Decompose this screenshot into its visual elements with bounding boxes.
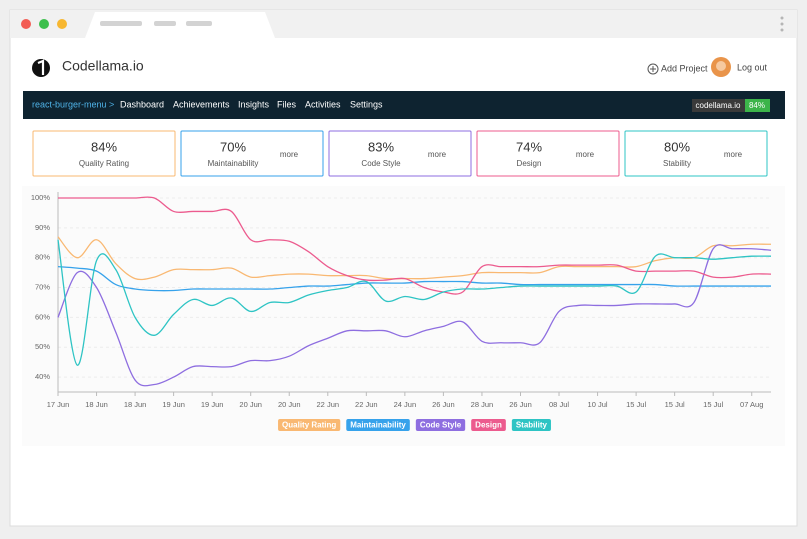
nav-item[interactable]: Settings	[350, 99, 383, 109]
nav-item[interactable]: Activities	[305, 99, 341, 109]
tab[interactable]	[85, 12, 275, 38]
x-tick-label: 19 Jun	[201, 400, 224, 409]
x-tick-label: 18 Jun	[124, 400, 147, 409]
x-tick-label: 07 Aug	[740, 400, 763, 409]
brand[interactable]: Codellama.io	[62, 58, 144, 74]
add-project[interactable]: Add Project	[661, 63, 708, 73]
metric-value: 84%	[91, 139, 117, 154]
badge-value: 84%	[749, 101, 765, 110]
legend-chip[interactable]	[511, 419, 551, 431]
badge-value-bg	[745, 99, 770, 112]
series-line	[57, 196, 772, 295]
avatar-face	[716, 61, 726, 71]
tab-placeholder	[100, 21, 142, 26]
more-link[interactable]: more	[576, 150, 595, 159]
y-tick-label: 40%	[35, 372, 50, 381]
legend-chip[interactable]	[346, 419, 410, 431]
x-tick-label: 26 Jun	[432, 400, 455, 409]
x-tick-label: 10 Jul	[588, 400, 608, 409]
metric-value: 70%	[220, 139, 246, 154]
metric-value: 80%	[664, 139, 690, 154]
x-tick-label: 26 Jun	[509, 400, 532, 409]
x-tick-label: 08 Jul	[549, 400, 569, 409]
series-line	[57, 236, 772, 281]
nav-item[interactable]: Files	[277, 99, 297, 109]
logo-mark	[37, 59, 45, 75]
y-tick-label: 70%	[35, 283, 50, 292]
legend-chip[interactable]	[278, 419, 341, 431]
x-tick-label: 15 Jul	[626, 400, 646, 409]
logout[interactable]: Log out	[737, 62, 768, 72]
metric-value: 74%	[516, 139, 542, 154]
legend-chip[interactable]	[471, 419, 506, 431]
menu-dots[interactable]	[780, 16, 784, 32]
tab-placeholder	[154, 21, 176, 26]
close-dot[interactable]	[21, 19, 31, 29]
badge-name: codellama.io	[696, 101, 741, 110]
metric-label: Stability	[663, 159, 691, 168]
x-tick-label: 28 Jun	[471, 400, 494, 409]
legend-label: Design	[475, 421, 502, 430]
logo[interactable]	[32, 59, 50, 77]
metric-label: Design	[517, 159, 542, 168]
y-tick-label: 80%	[35, 253, 50, 262]
x-tick-label: 15 Jul	[665, 400, 685, 409]
y-tick-label: 60%	[35, 312, 50, 321]
tab-placeholder	[186, 21, 212, 26]
more-link[interactable]: more	[280, 150, 299, 159]
nav-item[interactable]: Dashboard	[120, 99, 164, 109]
x-tick-label: 20 Jun	[278, 400, 301, 409]
legend-chip[interactable]	[415, 419, 466, 431]
metric-card[interactable]	[32, 130, 176, 177]
x-tick-label: 24 Jun	[394, 400, 417, 409]
metric-label: Code Style	[361, 159, 401, 168]
more-link[interactable]: more	[428, 150, 447, 159]
min-dot[interactable]	[57, 19, 67, 29]
metric-card[interactable]	[624, 130, 768, 177]
nav-bar	[23, 91, 785, 119]
series-line	[57, 244, 772, 387]
x-tick-label: 18 Jun	[85, 400, 108, 409]
legend-label: Stability	[516, 421, 548, 430]
nav-item[interactable]: Achievements	[173, 99, 230, 109]
legend-label: Quality Rating	[282, 421, 336, 430]
x-tick-label: 22 Jun	[317, 400, 340, 409]
chart-area	[22, 186, 785, 446]
metric-label: Quality Rating	[79, 159, 129, 168]
add-icon	[647, 63, 659, 75]
y-tick-label: 50%	[35, 342, 50, 351]
metric-card[interactable]	[328, 130, 472, 177]
legend-label: Maintainability	[350, 421, 406, 430]
x-tick-label: 17 Jun	[47, 400, 70, 409]
x-tick-label: 22 Jun	[355, 400, 378, 409]
badge-name-bg	[692, 99, 745, 112]
legend-label: Code Style	[420, 421, 462, 430]
x-tick-label: 19 Jun	[162, 400, 185, 409]
metric-card[interactable]	[180, 130, 324, 177]
metric-card[interactable]	[476, 130, 620, 177]
x-tick-label: 15 Jul	[703, 400, 723, 409]
x-tick-label: 20 Jun	[239, 400, 262, 409]
y-tick-label: 100%	[31, 193, 51, 202]
nav-item[interactable]: Insights	[238, 99, 270, 109]
metric-label: Maintainability	[208, 159, 259, 168]
y-tick-label: 90%	[35, 223, 50, 232]
series-line	[57, 239, 772, 366]
add-icon-plus	[650, 66, 656, 72]
more-link[interactable]: more	[724, 150, 743, 159]
breadcrumb[interactable]: react-burger-menu >	[32, 99, 114, 109]
metric-value: 83%	[368, 139, 394, 154]
zoom-dot[interactable]	[39, 19, 49, 29]
